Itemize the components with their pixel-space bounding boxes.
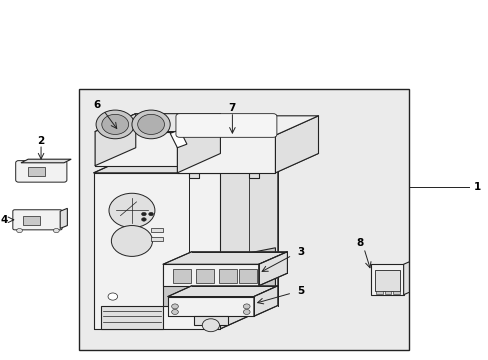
- Circle shape: [96, 110, 134, 139]
- Polygon shape: [163, 252, 287, 264]
- Polygon shape: [95, 132, 180, 166]
- Bar: [218, 269, 236, 283]
- Polygon shape: [258, 252, 287, 286]
- Polygon shape: [248, 173, 258, 178]
- Polygon shape: [95, 114, 136, 166]
- Polygon shape: [21, 159, 71, 163]
- Circle shape: [102, 114, 128, 134]
- Polygon shape: [189, 173, 199, 178]
- Circle shape: [108, 293, 117, 300]
- Circle shape: [111, 226, 152, 256]
- FancyBboxPatch shape: [16, 161, 67, 182]
- Circle shape: [243, 310, 249, 315]
- FancyBboxPatch shape: [13, 210, 62, 230]
- Bar: [151, 237, 163, 241]
- Bar: [370, 264, 403, 295]
- Bar: [375, 291, 382, 294]
- Circle shape: [132, 110, 170, 139]
- Bar: [79, 89, 408, 350]
- Polygon shape: [170, 130, 186, 148]
- Circle shape: [202, 319, 219, 332]
- Bar: [28, 167, 45, 176]
- Bar: [384, 291, 390, 294]
- Circle shape: [171, 310, 178, 315]
- Circle shape: [141, 212, 146, 216]
- Polygon shape: [275, 116, 318, 173]
- Circle shape: [243, 304, 249, 309]
- Polygon shape: [223, 248, 275, 301]
- Polygon shape: [163, 264, 258, 286]
- Circle shape: [148, 212, 153, 216]
- Polygon shape: [60, 208, 67, 228]
- Text: 7: 7: [228, 103, 236, 113]
- Polygon shape: [177, 116, 318, 135]
- Text: 1: 1: [473, 182, 480, 192]
- FancyBboxPatch shape: [176, 114, 276, 137]
- Polygon shape: [94, 173, 220, 329]
- Polygon shape: [167, 297, 253, 316]
- Polygon shape: [177, 116, 220, 173]
- Text: 8: 8: [356, 238, 363, 248]
- Circle shape: [17, 228, 22, 233]
- Circle shape: [171, 304, 178, 309]
- Circle shape: [109, 193, 155, 228]
- Circle shape: [141, 218, 146, 221]
- Polygon shape: [95, 114, 220, 132]
- Text: 4: 4: [0, 215, 7, 225]
- Polygon shape: [167, 286, 277, 297]
- Polygon shape: [101, 306, 163, 329]
- Polygon shape: [177, 135, 275, 173]
- Bar: [151, 228, 163, 232]
- Bar: [195, 269, 213, 283]
- Polygon shape: [403, 262, 408, 295]
- Bar: [374, 270, 399, 291]
- Polygon shape: [94, 147, 277, 173]
- Text: 5: 5: [296, 286, 304, 296]
- Text: 3: 3: [296, 247, 304, 257]
- Bar: [238, 269, 256, 283]
- Text: 2: 2: [38, 136, 44, 145]
- Text: 6: 6: [93, 100, 101, 110]
- Polygon shape: [193, 316, 227, 325]
- Circle shape: [138, 114, 164, 134]
- Bar: [172, 269, 190, 283]
- Circle shape: [53, 228, 59, 233]
- Polygon shape: [220, 147, 277, 329]
- Polygon shape: [180, 114, 220, 166]
- Polygon shape: [163, 266, 220, 306]
- Polygon shape: [253, 286, 277, 316]
- Bar: [23, 216, 40, 225]
- Bar: [392, 291, 399, 294]
